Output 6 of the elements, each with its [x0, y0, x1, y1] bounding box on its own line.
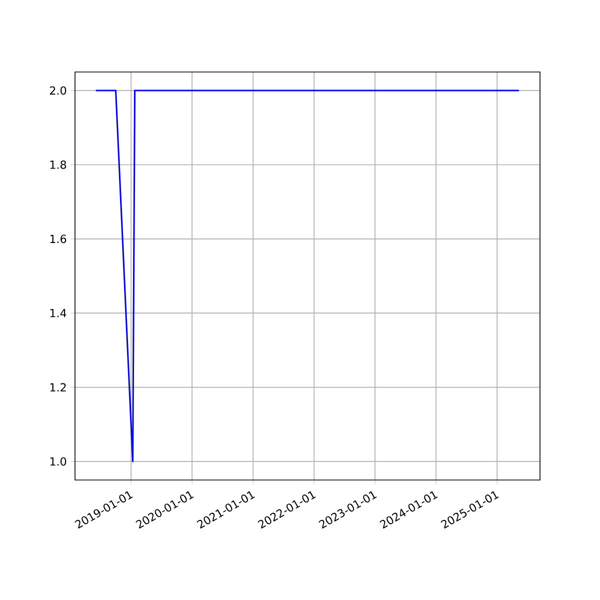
y-tick-label: 1.0 [50, 457, 66, 466]
y-tick-label: 1.4 [50, 309, 66, 318]
y-tick-label: 1.8 [50, 160, 66, 169]
y-tick-label: 1.6 [50, 234, 66, 244]
y-tick-label: 2.0 [50, 86, 66, 95]
y-tick-label: 1.2 [50, 383, 66, 392]
